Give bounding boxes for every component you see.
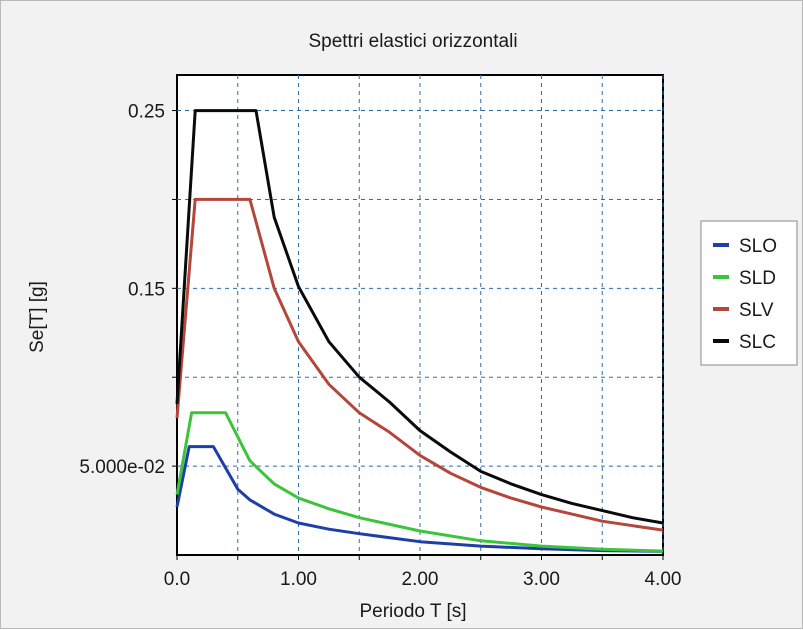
legend-label-slc: SLC bbox=[739, 332, 776, 353]
x-axis-title: Periodo T [s] bbox=[359, 601, 466, 622]
x-tick-label: 3.00 bbox=[523, 569, 560, 590]
series-line-slv bbox=[175, 197, 664, 532]
grid bbox=[177, 75, 664, 555]
legend-label-slv: SLV bbox=[739, 300, 774, 321]
y-tick-label: 5.000e-02 bbox=[79, 457, 165, 478]
series-line-slc bbox=[175, 109, 664, 525]
x-axis-ticks: 0.0 1.00 2.00 3.00 4.00 bbox=[164, 555, 682, 590]
series-line-sld bbox=[175, 411, 664, 553]
x-tick-label: 0.0 bbox=[164, 569, 190, 590]
y-tick-label: 0.15 bbox=[128, 279, 165, 300]
series-line-slo bbox=[175, 445, 664, 553]
series-lines bbox=[175, 109, 664, 553]
chart-title: Spettri elastici orizzontali bbox=[308, 31, 517, 52]
legend-label-sld: SLD bbox=[739, 268, 776, 289]
x-tick-label: 4.00 bbox=[645, 569, 682, 590]
y-axis-ticks: 5.000e-02 0.15 0.25 bbox=[79, 102, 177, 478]
x-tick-label: 2.00 bbox=[402, 569, 439, 590]
legend-label-slo: SLO bbox=[739, 236, 777, 257]
y-tick-label: 0.25 bbox=[128, 102, 165, 123]
legend: SLO SLD SLV SLC bbox=[700, 220, 798, 366]
x-tick-label: 1.00 bbox=[280, 569, 317, 590]
y-axis-title: Se[T] [g] bbox=[27, 281, 48, 353]
